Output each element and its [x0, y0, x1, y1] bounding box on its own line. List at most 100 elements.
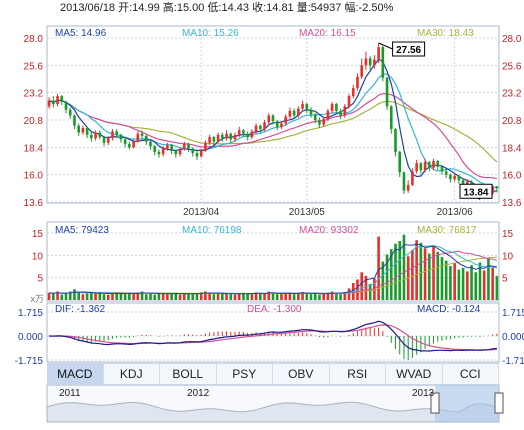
- volume-bar: [166, 294, 169, 300]
- price-xtick: 2013/05: [289, 207, 326, 218]
- candle-body: [237, 130, 241, 135]
- tab-psy[interactable]: PSY: [217, 364, 273, 384]
- indicator-tabs: MACD KDJ BOLL PSY OBV RSI WVAD CCI: [47, 363, 499, 385]
- quote-header: 2013/06/18 开:14.99 高:15.00 低:14.43 收:14.…: [0, 0, 524, 16]
- volume-bar: [487, 258, 490, 300]
- price-xtick: 2013/04: [183, 207, 220, 218]
- volume-bar: [457, 269, 461, 300]
- volume-bar: [364, 275, 368, 300]
- candle-body: [427, 162, 431, 168]
- volume-bar: [398, 241, 402, 300]
- volume-legend-ma10: MA10: 76198: [182, 225, 242, 236]
- macd-dif-line: [49, 320, 497, 352]
- candle-body: [204, 142, 207, 151]
- candle-body: [102, 137, 106, 143]
- price-ytick-right: 18.4: [502, 143, 522, 154]
- price-ytick-left: 16.0: [24, 171, 44, 182]
- candle-body: [385, 77, 389, 107]
- volume-bar: [436, 251, 440, 300]
- candle-body: [381, 47, 385, 78]
- volume-bar: [288, 292, 292, 300]
- volume-bar: [297, 292, 300, 300]
- volume-bar: [161, 292, 165, 300]
- macd-ytick-right: 1.715: [502, 308, 524, 319]
- candle-body: [242, 130, 245, 134]
- volume-bar: [90, 292, 93, 300]
- volume-bar: [335, 293, 338, 300]
- candle-body: [301, 104, 304, 109]
- volume-bar: [81, 294, 85, 300]
- price-ytick-right: 20.8: [502, 116, 522, 127]
- candle-body: [60, 96, 64, 102]
- volume-bar: [284, 293, 287, 300]
- tab-boll[interactable]: BOLL: [160, 364, 217, 384]
- tab-macd[interactable]: MACD: [47, 364, 104, 384]
- volume-bar: [368, 283, 372, 300]
- price-ma10-line: [48, 73, 498, 189]
- volume-bar: [85, 293, 89, 300]
- candle-body: [90, 134, 93, 139]
- volume-bar: [427, 253, 431, 300]
- volume-bar: [233, 294, 237, 300]
- candle-body: [123, 139, 127, 144]
- candle-body: [297, 108, 300, 116]
- tab-wvad[interactable]: WVAD: [386, 364, 443, 384]
- volume-bar: [305, 293, 309, 300]
- volume-bar: [115, 292, 119, 300]
- price-ytick-left: 28.0: [24, 34, 44, 45]
- candle-body: [144, 135, 148, 142]
- volume-bar: [377, 236, 380, 300]
- candle-body: [263, 122, 266, 130]
- price-ytick-left: 13.6: [24, 198, 44, 209]
- tab-rsi[interactable]: RSI: [330, 364, 386, 384]
- candle-body: [449, 174, 452, 180]
- candle-body: [225, 133, 228, 139]
- volume-bar: [474, 272, 478, 300]
- volume-bar: [47, 292, 51, 300]
- quote-open: 开:14.99: [118, 2, 160, 14]
- macd-ytick-left: 1.715: [18, 308, 43, 319]
- volume-bar: [229, 294, 233, 300]
- candle-body: [411, 171, 414, 185]
- volume-bar: [170, 293, 173, 300]
- macd-legend-1: DEA: -1.300: [247, 304, 302, 315]
- volume-bar: [432, 245, 435, 300]
- candle-body: [56, 96, 59, 105]
- navigator-right-handle[interactable]: [494, 392, 504, 414]
- candle-body: [356, 76, 359, 89]
- volume-bar: [178, 294, 182, 300]
- volume-bar: [360, 272, 364, 300]
- volume-bar: [153, 294, 157, 300]
- candle-body: [212, 137, 216, 142]
- candle-body: [68, 109, 72, 116]
- candle-body: [284, 116, 287, 124]
- volume-bar: [466, 271, 469, 300]
- candle-body: [343, 106, 347, 116]
- volume-bar: [136, 292, 140, 300]
- volume-bar: [381, 261, 385, 300]
- price-legend-ma5: MA5: 14.96: [55, 28, 107, 39]
- volume-bar: [478, 262, 482, 300]
- volume-bar: [250, 294, 254, 300]
- candle-body: [85, 127, 89, 135]
- tab-kdj[interactable]: KDJ: [104, 364, 160, 384]
- price-ytick-right: 16.0: [502, 171, 522, 182]
- candle-body: [73, 115, 76, 126]
- volume-ytick-left: 5: [37, 274, 43, 285]
- volume-bar: [212, 294, 216, 300]
- candle-body: [440, 166, 444, 172]
- volume-bar: [191, 294, 195, 300]
- volume-bar: [140, 291, 144, 300]
- volume-bar: [225, 293, 228, 300]
- price-ytick-right: 23.2: [502, 89, 522, 100]
- candle-body: [250, 131, 254, 138]
- navigator-left-handle[interactable]: [430, 392, 440, 414]
- tab-cci[interactable]: CCI: [443, 364, 499, 384]
- candle-body: [466, 181, 469, 185]
- candle-body: [136, 133, 140, 142]
- candle-body: [149, 141, 152, 147]
- candle-body: [398, 151, 402, 173]
- tab-obv[interactable]: OBV: [273, 364, 330, 384]
- volume-bar: [385, 254, 389, 300]
- volume-bar: [68, 291, 72, 300]
